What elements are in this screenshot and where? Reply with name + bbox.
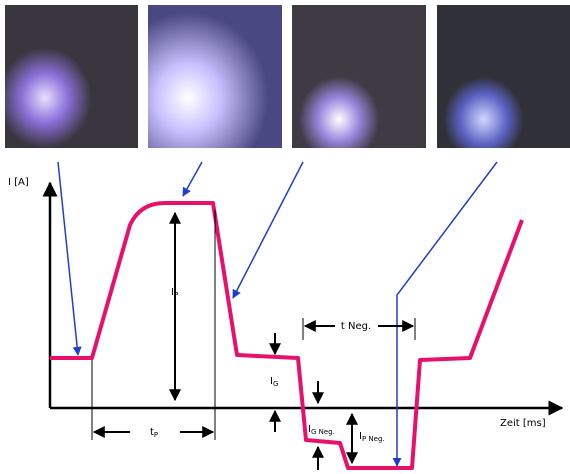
diagram: I [A] Zeit [ms] IP tP IG IG Neg. IP Neg.… xyxy=(0,0,570,474)
base-current-neg-label: IG Neg. xyxy=(308,424,335,436)
dimensions xyxy=(92,210,415,470)
pointer xyxy=(397,162,497,466)
photo xyxy=(437,5,570,148)
photo xyxy=(5,5,138,148)
pointer xyxy=(183,162,202,196)
photo xyxy=(292,5,426,148)
label-sub: P Neg. xyxy=(362,435,385,443)
label-sub: G xyxy=(273,380,278,388)
photo xyxy=(148,5,282,148)
y-axis-label: I [A] xyxy=(8,177,29,188)
peak-time-label: tP xyxy=(150,427,158,439)
photos xyxy=(5,5,570,148)
label-sub: P xyxy=(154,431,158,439)
x-axis-label: Zeit [ms] xyxy=(500,418,546,429)
pointers xyxy=(58,162,497,466)
peak-current-neg-label: IP Neg. xyxy=(359,431,385,443)
label-sub: G Neg. xyxy=(311,428,335,436)
pointer xyxy=(58,162,78,355)
pointer xyxy=(233,162,303,298)
label-sub: P xyxy=(174,291,178,299)
base-current-label: IG xyxy=(270,376,278,388)
current-waveform xyxy=(50,203,522,468)
time-neg-label: t Neg. xyxy=(341,321,371,332)
